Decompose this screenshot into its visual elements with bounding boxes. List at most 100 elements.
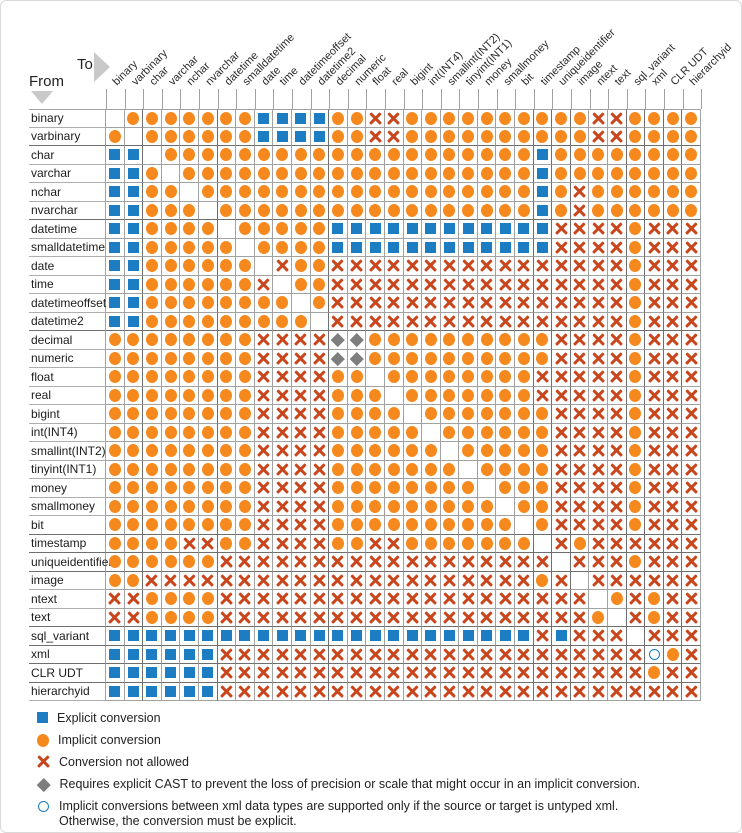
column-tick bbox=[515, 89, 517, 109]
not-allowed-icon bbox=[238, 574, 251, 587]
matrix-cell bbox=[459, 627, 478, 646]
implicit-icon bbox=[610, 203, 623, 217]
not-allowed-icon bbox=[592, 241, 605, 254]
matrix-cell bbox=[236, 405, 255, 424]
implicit-icon bbox=[183, 166, 196, 180]
matrix-cell bbox=[570, 479, 590, 498]
not-allowed-icon bbox=[276, 500, 289, 513]
matrix-cell bbox=[143, 405, 162, 424]
implicit-icon bbox=[350, 407, 363, 421]
matrix-cell bbox=[124, 238, 144, 257]
matrix-cell bbox=[459, 534, 478, 553]
not-allowed-icon bbox=[573, 389, 586, 402]
matrix-cell bbox=[366, 682, 385, 701]
not-allowed-icon bbox=[220, 611, 233, 624]
matrix-cell bbox=[477, 220, 497, 239]
legend-label: Implicit conversions between xml data ty… bbox=[59, 799, 619, 828]
matrix-cell bbox=[645, 553, 664, 572]
row-label-date: date bbox=[29, 257, 106, 276]
matrix-cell bbox=[589, 534, 609, 553]
implicit-icon bbox=[666, 185, 679, 199]
implicit-icon bbox=[294, 166, 307, 180]
matrix-cell bbox=[329, 534, 348, 553]
implicit-icon bbox=[127, 555, 140, 569]
matrix-cell bbox=[236, 386, 255, 405]
explicit-icon bbox=[183, 630, 195, 642]
not-allowed-icon bbox=[276, 666, 289, 679]
matrix-cell bbox=[384, 294, 404, 313]
not-allowed-icon bbox=[536, 278, 549, 291]
not-allowed-icon bbox=[536, 555, 549, 568]
matrix-cell bbox=[552, 201, 571, 220]
implicit-icon bbox=[387, 425, 400, 439]
not-allowed-icon bbox=[424, 555, 437, 568]
matrix-cell bbox=[533, 590, 553, 609]
matrix-cell bbox=[198, 164, 218, 183]
not-allowed-icon bbox=[536, 259, 549, 272]
explicit-icon bbox=[443, 630, 455, 642]
not-allowed-icon bbox=[517, 315, 530, 328]
matrix-cell bbox=[645, 460, 664, 479]
not-allowed-icon bbox=[573, 666, 586, 679]
matrix-cell bbox=[403, 442, 423, 461]
explicit-icon bbox=[220, 630, 232, 642]
implicit-icon bbox=[276, 148, 289, 162]
matrix-cell bbox=[589, 257, 609, 276]
explicit-icon bbox=[313, 630, 325, 642]
explicit-icon bbox=[313, 130, 325, 142]
implicit-icon bbox=[220, 444, 233, 458]
matrix-cell bbox=[589, 682, 609, 701]
implicit-icon bbox=[480, 388, 493, 402]
matrix-cell bbox=[329, 257, 348, 276]
matrix-cell bbox=[440, 349, 460, 368]
matrix-cell bbox=[496, 331, 516, 350]
not-allowed-icon bbox=[294, 426, 307, 439]
implicit-icon bbox=[629, 259, 642, 273]
not-allowed-icon bbox=[666, 555, 679, 568]
matrix-cell bbox=[422, 183, 441, 202]
matrix-cell bbox=[477, 331, 497, 350]
implicit-icon bbox=[164, 296, 177, 310]
matrix-cell bbox=[180, 627, 199, 646]
matrix-cell bbox=[496, 442, 516, 461]
not-allowed-icon bbox=[573, 648, 586, 661]
matrix-cell bbox=[570, 682, 590, 701]
matrix-cell bbox=[477, 257, 497, 276]
column-tick bbox=[645, 89, 647, 109]
matrix-cell bbox=[217, 183, 237, 202]
explicit-icon bbox=[388, 630, 400, 642]
implicit-icon bbox=[610, 592, 623, 606]
matrix-cell bbox=[310, 460, 330, 479]
matrix-cell bbox=[384, 146, 404, 165]
column-tick bbox=[143, 89, 145, 109]
matrix-cell bbox=[552, 664, 571, 683]
matrix-cell bbox=[143, 534, 162, 553]
matrix-cell bbox=[570, 627, 590, 646]
not-allowed-icon bbox=[555, 241, 568, 254]
matrix-cell bbox=[291, 682, 311, 701]
not-allowed-icon bbox=[499, 648, 512, 661]
not-allowed-icon bbox=[387, 611, 400, 624]
not-allowed-icon bbox=[499, 666, 512, 679]
implicit-icon bbox=[443, 536, 456, 550]
matrix-cell bbox=[384, 460, 404, 479]
matrix-cell bbox=[663, 331, 683, 350]
matrix-cell bbox=[106, 201, 125, 220]
matrix-cell bbox=[626, 608, 646, 627]
matrix-cell bbox=[608, 312, 627, 331]
matrix-cell bbox=[124, 627, 144, 646]
matrix-cell bbox=[198, 220, 218, 239]
explicit-icon bbox=[499, 241, 511, 253]
matrix-cell bbox=[682, 275, 701, 294]
implicit-icon bbox=[220, 370, 233, 384]
implicit-icon bbox=[276, 222, 289, 236]
not-allowed-icon bbox=[629, 648, 642, 661]
not-allowed-icon bbox=[555, 426, 568, 439]
implicit-icon bbox=[164, 111, 177, 125]
matrix-cell bbox=[663, 405, 683, 424]
implicit-icon bbox=[555, 166, 568, 180]
implicit-icon bbox=[424, 407, 437, 421]
implicit-icon bbox=[443, 333, 456, 347]
not-allowed-icon bbox=[536, 389, 549, 402]
not-allowed-icon bbox=[313, 481, 326, 494]
